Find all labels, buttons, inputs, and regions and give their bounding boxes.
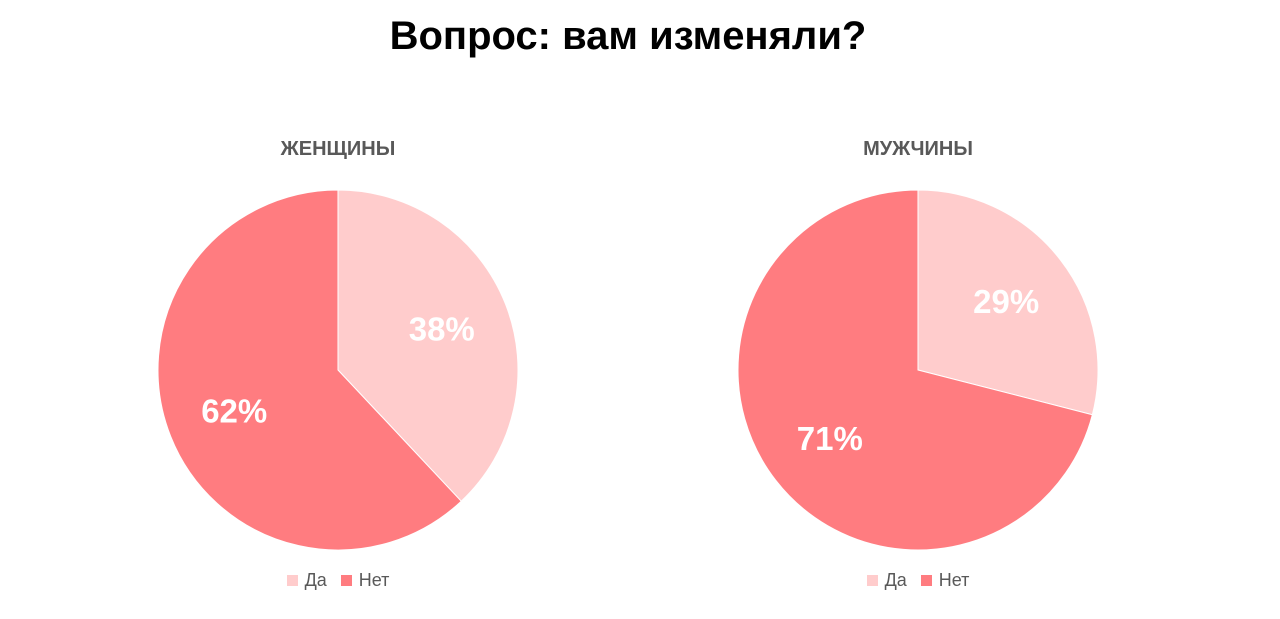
legend-label: Да [884,570,907,590]
chart-women: ЖЕНЩИНЫ 38% 62% Да Нет [138,130,538,600]
legend-swatch-yes [866,575,878,586]
legend-item-yes: Да [286,570,327,591]
legend-swatch-no [340,575,352,586]
legend-item-yes: Да [866,570,907,591]
pie-chart: 38% 62% [157,189,519,551]
legend: Да Нет [718,570,1118,591]
chart-men: МУЖЧИНЫ 29% 71% Да Нет [718,130,1118,600]
legend-item-no: Нет [920,570,970,591]
data-label: 29% [973,283,1039,320]
legend: Да Нет [138,570,538,591]
data-label: 62% [201,393,267,430]
page-title: Вопрос: вам изменяли? [389,14,867,58]
chart-title: ЖЕНЩИНЫ [280,138,396,160]
legend-item-no: Нет [340,570,390,591]
legend-swatch-no [920,575,932,586]
pie-chart: 29% 71% [737,189,1099,551]
data-label: 71% [797,420,863,457]
legend-label: Нет [358,570,390,590]
pie-slice-yes [337,189,519,502]
legend-label: Да [304,570,327,590]
chart-title: МУЖЧИНЫ [863,138,973,160]
pie-slice-yes [917,189,1099,416]
data-label: 38% [409,310,475,347]
pie-slice-no [157,189,462,551]
legend-swatch-yes [286,575,298,586]
pie-slice-no [737,189,1093,551]
legend-label: Нет [938,570,970,590]
